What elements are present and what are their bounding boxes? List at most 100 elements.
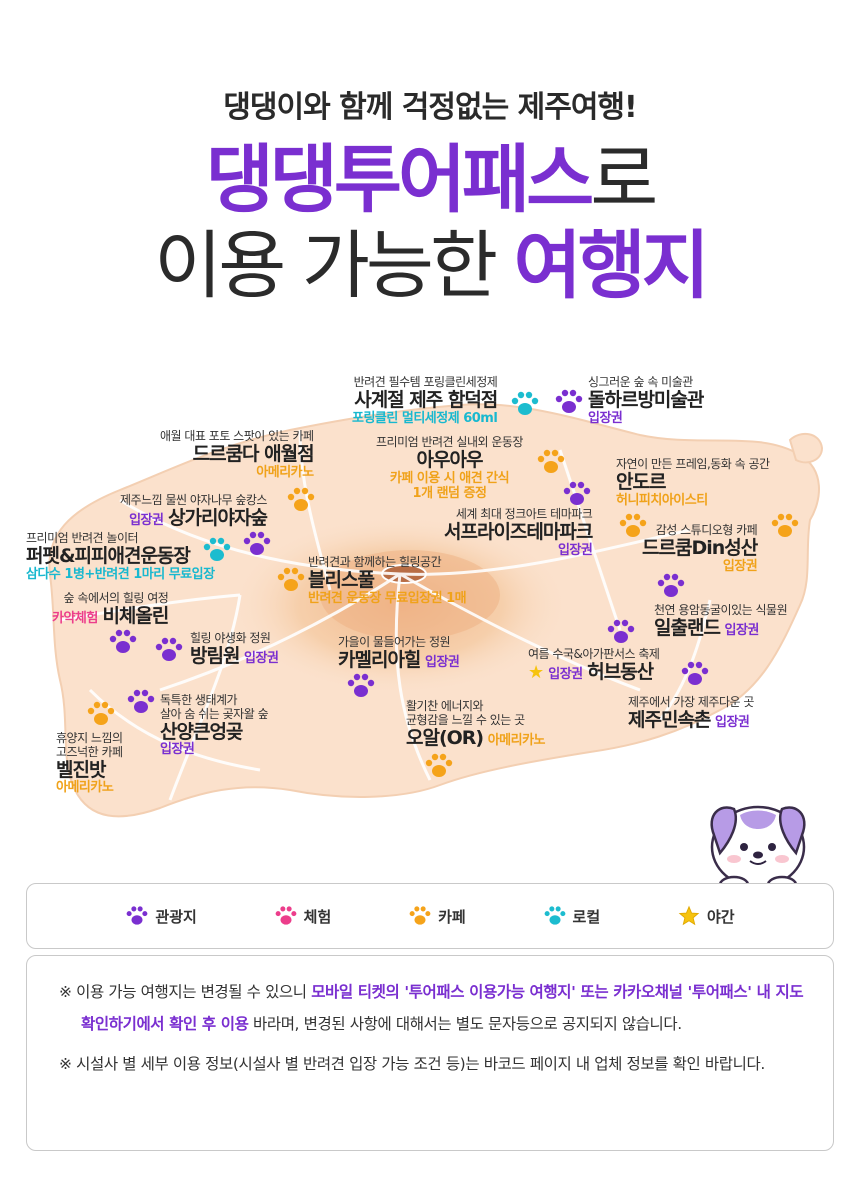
- location-name: 드르쿰Din성산: [642, 536, 758, 559]
- location-blissful[interactable]: 반려견과 함께하는 힐링공간 블리스풀 반려견 운동장 무료입장권 1매: [308, 555, 467, 607]
- legend-item-local: 로컬: [543, 905, 600, 927]
- location-desc: 반려견과 함께하는 힐링공간: [308, 555, 442, 569]
- notice-1-a: ※ 이용 가능 여행지는 변경될 수 있으니: [59, 983, 312, 1001]
- location-bicheollin[interactable]: 숲 속에서의 힐링 여정 카약체험 비체올린: [52, 591, 169, 628]
- location-name: 일출랜드: [654, 616, 721, 639]
- location-dreukum-seongsan[interactable]: 감성 스튜디오형 카페 드르쿰Din성산 입장권: [642, 523, 758, 575]
- paw-icon: [127, 906, 148, 925]
- location-desc: 휴양지 느낌의: [56, 731, 123, 745]
- notice-2: ※ 시설사 별 세부 이용 정보(시설사 별 반려견 입장 가능 조건 등)는 …: [59, 1055, 765, 1073]
- location-tag: 반려견 운동장 무료입장권 1매: [308, 590, 467, 606]
- location-ilchul-land[interactable]: 천연 용암동굴이있는 식물원 일출랜드 입장권: [654, 603, 788, 640]
- location-sanyang[interactable]: 독특한 생태계가 살아 숨 쉬는 곶자왈 숲 산양큰엉곶 입장권: [160, 693, 269, 758]
- paw-icon-cafe: [277, 567, 305, 591]
- location-desc: 프리미엄 반려견 놀이터: [26, 531, 139, 545]
- location-herb-dongsan[interactable]: 여름 수국&아가판서스 축제 ★ 입장권 허브동산: [528, 647, 660, 684]
- location-name: 허브동산: [587, 660, 654, 683]
- location-or[interactable]: 활기찬 에너지와 균형감을 느낄 수 있는 곳 오알(OR) 아메리카노: [406, 699, 546, 749]
- legend-label: 관광지: [155, 907, 197, 926]
- island-shape: [48, 403, 824, 818]
- location-desc-2: 고즈넉한 카페: [56, 744, 123, 759]
- paw-icon-attraction: [127, 689, 155, 713]
- paw-icon-cafe: [87, 701, 115, 725]
- location-tag: 입장권: [715, 714, 750, 730]
- jeju-map: 반려견 필수템 포링클린세정제 사계절 제주 함덕점 포링클린 멀티세정제 60…: [0, 360, 860, 880]
- location-name: 상가리야자숲: [168, 506, 268, 529]
- notice-1-highlight: 모바일 티켓의 '투어패스 이용가능 여행지' 또는 카카오채널 '투어패스' …: [81, 983, 804, 1033]
- location-tag: 아메리카노: [256, 464, 314, 480]
- title-line2-prefix: 이용 가능한: [154, 223, 514, 309]
- location-name: 안도르: [616, 470, 666, 493]
- location-tag: 카약체험: [52, 610, 98, 626]
- location-tag: 허니피치아이스티: [616, 492, 708, 508]
- location-desc: 감성 스튜디오형 카페: [655, 523, 758, 537]
- location-desc: 제주느낌 물씬 야자나무 숲캉스: [120, 493, 267, 507]
- star-icon: [678, 905, 700, 926]
- paw-icon-local: [511, 391, 539, 415]
- location-name: 서프라이즈테마파크: [444, 520, 593, 543]
- location-desc: 천연 용암동굴이있는 식물원: [654, 603, 788, 617]
- paw-icon-attraction: [155, 637, 183, 661]
- paw-icon-attraction: [681, 661, 709, 685]
- location-tag: 입장권: [160, 742, 195, 758]
- location-desc: 제주에서 가장 제주다운 곳: [628, 695, 754, 709]
- location-desc: 힐링 야생화 정원: [190, 631, 271, 645]
- paw-icon-cafe: [537, 449, 565, 473]
- location-beljinbat[interactable]: 휴양지 느낌의 고즈넉한 카페 벨진밧 아메리카노: [56, 731, 123, 796]
- location-tag: 카페 이용 시 애견 간식: [389, 470, 510, 486]
- location-name: 방림원: [190, 644, 240, 667]
- location-name: 오알(OR): [406, 726, 484, 749]
- location-andor[interactable]: 자연이 만든 프레임,동화 속 공간 안도르 허니피치아이스티: [616, 457, 770, 509]
- paw-icon-cafe: [425, 753, 453, 777]
- paw-icon-attraction: [109, 629, 137, 653]
- location-sangari[interactable]: 제주느낌 물씬 야자나무 숲캉스 입장권 상가리야자숲: [120, 493, 268, 530]
- location-tag: 입장권: [548, 666, 583, 682]
- title-line2-highlight: 여행지: [513, 223, 710, 309]
- location-tag: 삼다수 1병+반려견 1마리 무료입장: [26, 566, 215, 582]
- location-tag: 입장권: [588, 410, 623, 426]
- location-name: 사계절 제주 함덕점: [354, 388, 498, 411]
- location-tag: 입장권: [129, 512, 164, 528]
- legend-item-night: 야간: [677, 905, 735, 927]
- dog-mascot: [710, 805, 806, 895]
- location-surprise-park[interactable]: 세계 최대 정크아트 테마파크 서프라이즈테마파크 입장권: [444, 507, 593, 559]
- location-tag: 포링클린 멀티세정제 60ml: [352, 410, 498, 426]
- location-puppet-pipi[interactable]: 프리미엄 반려견 놀이터 퍼펫&피피애견운동장 삼다수 1병+반려견 1마리 무…: [26, 531, 215, 583]
- hallasan-area: [230, 515, 570, 695]
- location-name: 돌하르방미술관: [588, 388, 704, 411]
- location-desc: 숲 속에서의 힐링 여정: [63, 591, 169, 605]
- legend-label: 야간: [706, 907, 735, 926]
- paw-icon-attraction: [347, 673, 375, 697]
- location-tag: 입장권: [557, 542, 593, 558]
- location-tag-2: 1개 랜덤 증정: [412, 485, 487, 501]
- location-name: 드르쿰다 애월점: [192, 442, 315, 465]
- location-desc: 싱그러운 숲 속 미술관: [588, 375, 693, 389]
- location-folk-village[interactable]: 제주에서 가장 제주다운 곳 제주민속촌 입장권: [628, 695, 754, 732]
- paw-icon: [409, 906, 431, 925]
- location-name: 아우아우: [416, 448, 484, 471]
- location-desc-2: 살아 숨 쉬는 곶자왈 숲: [160, 706, 269, 721]
- page-title: 댕댕투어패스로: [0, 140, 860, 220]
- legend-label: 카페: [438, 907, 466, 926]
- location-name: 제주민속촌: [628, 708, 711, 731]
- star-icon: ★: [528, 661, 544, 683]
- location-auau[interactable]: 프리미엄 반려견 실내외 운동장 아우아우 카페 이용 시 애견 간식 1개 랜…: [376, 435, 523, 502]
- location-desc: 세계 최대 정크아트 테마파크: [455, 507, 593, 521]
- paw-icon-attraction: [563, 481, 591, 505]
- paw-icon-attraction: [607, 619, 635, 643]
- location-tag: 입장권: [425, 654, 460, 670]
- location-hamdeok[interactable]: 반려견 필수템 포링클린세정제 사계절 제주 함덕점 포링클린 멀티세정제 60…: [352, 375, 498, 427]
- paw-icon-local: [203, 537, 231, 561]
- location-dolharbang[interactable]: 싱그러운 숲 속 미술관 돌하르방미술관 입장권: [588, 375, 704, 427]
- location-camellia-hill[interactable]: 가을이 물들어가는 정원 카멜리아힐 입장권: [338, 635, 460, 672]
- location-desc-2: 균형감을 느낄 수 있는 곳: [406, 712, 525, 727]
- location-desc: 반려견 필수템 포링클린세정제: [353, 375, 498, 389]
- page-title-line2: 이용 가능한 여행지: [0, 226, 860, 306]
- location-desc: 애월 대표 포토 스팟이 있는 카페: [160, 429, 314, 443]
- location-banglimwon[interactable]: 힐링 야생화 정원 방림원 입장권: [190, 631, 279, 668]
- location-dreukumda-aewol[interactable]: 애월 대표 포토 스팟이 있는 카페 드르쿰다 애월점 아메리카노: [160, 429, 315, 481]
- location-name: 산양큰엉곶: [160, 720, 243, 743]
- paw-icon-cafe: [771, 513, 799, 537]
- location-tag: 아메리카노: [56, 780, 114, 796]
- location-desc: 활기찬 에너지와: [406, 699, 484, 713]
